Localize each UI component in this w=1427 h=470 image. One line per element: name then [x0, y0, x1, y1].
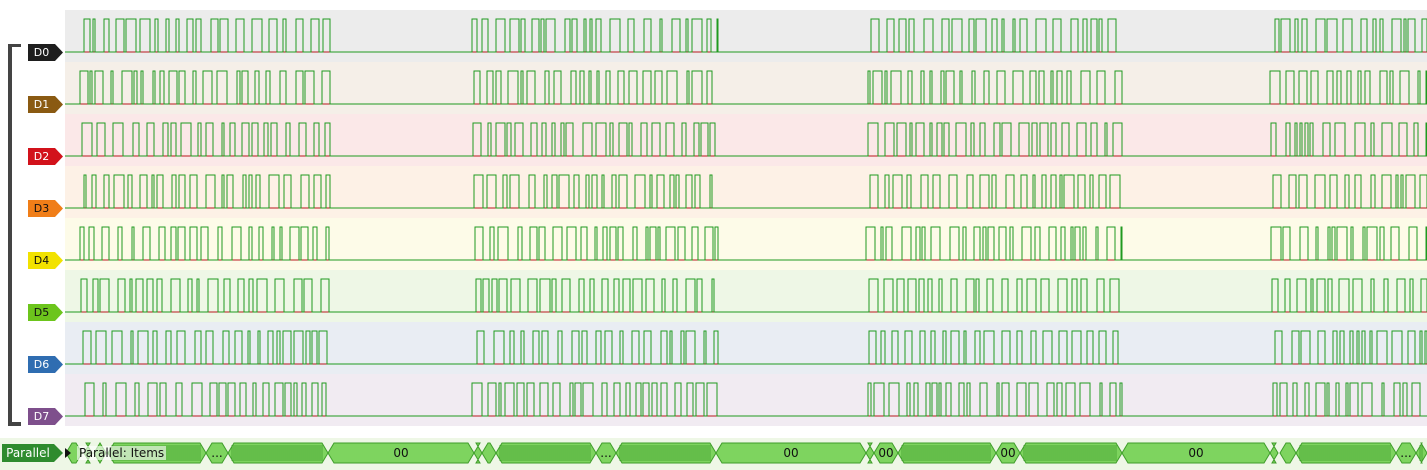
signal-trace-d6[interactable]: [65, 330, 1427, 365]
decoder-row-title: Parallel: Items: [77, 446, 167, 460]
channel-lane-d2: [65, 114, 1427, 166]
channel-tag-d6[interactable]: D6: [28, 356, 64, 373]
channel-lane-d5: [65, 270, 1427, 322]
channel-label: D4: [33, 254, 50, 267]
channel-lane-d6: [65, 322, 1427, 374]
channel-lane-d3: [65, 166, 1427, 218]
channel-tag-d0[interactable]: D0: [28, 44, 64, 61]
channel-label: D1: [33, 98, 50, 111]
channel-label: D2: [33, 150, 50, 163]
channel-tag-d2[interactable]: D2: [28, 148, 64, 165]
signal-trace-d4[interactable]: [65, 226, 1427, 261]
channel-label: D3: [33, 202, 50, 215]
channel-label: D7: [33, 410, 50, 423]
channel-tag-d5[interactable]: D5: [28, 304, 64, 321]
decoder-tag[interactable]: Parallel: [2, 444, 63, 462]
channel-tag-d4[interactable]: D4: [28, 252, 64, 269]
signal-trace-d0[interactable]: [65, 18, 1427, 53]
channel-label: D5: [33, 306, 50, 319]
signal-trace-d1[interactable]: [65, 70, 1427, 105]
channel-group-bracket[interactable]: [7, 44, 23, 426]
channel-lane-d7: [65, 374, 1427, 426]
channel-label: D0: [33, 46, 50, 59]
channel-tag-d3[interactable]: D3: [28, 200, 64, 217]
signal-trace-d2[interactable]: [65, 122, 1427, 157]
decoder-tag-label: Parallel: [6, 446, 50, 460]
channel-label: D6: [33, 358, 50, 371]
channel-tag-d1[interactable]: D1: [28, 96, 64, 113]
signal-trace-d5[interactable]: [65, 278, 1427, 313]
channel-lane-d0: [65, 10, 1427, 62]
signal-trace-d7[interactable]: [65, 382, 1427, 417]
expand-arrow-icon[interactable]: [65, 448, 71, 458]
decoder-row[interactable]: [0, 438, 1427, 470]
signal-trace-d3[interactable]: [65, 174, 1427, 209]
channel-lane-d1: [65, 62, 1427, 114]
channel-tag-d7[interactable]: D7: [28, 408, 64, 425]
